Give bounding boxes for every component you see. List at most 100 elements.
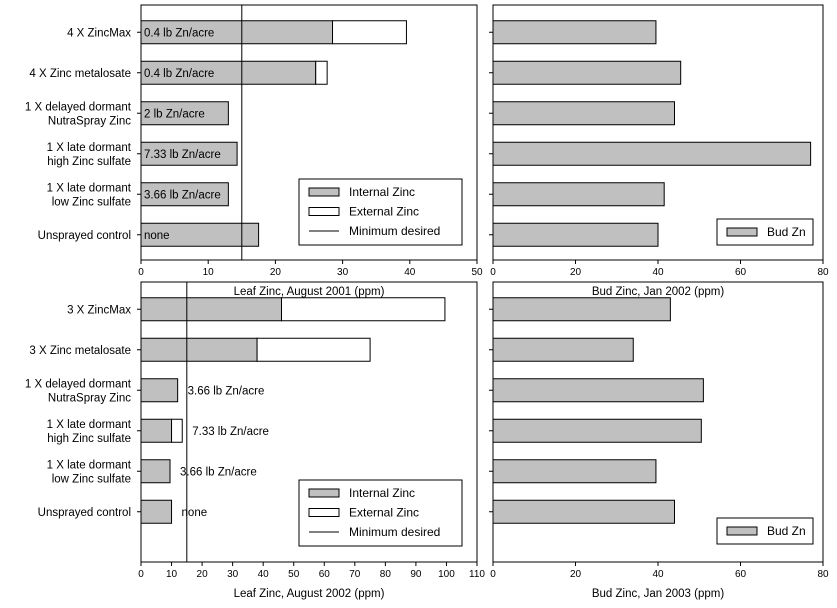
bar-internal-zinc: [140, 141, 238, 166]
x-tick-label: 20: [570, 267, 582, 278]
x-tick-label: 20: [570, 569, 582, 580]
x-tick-label: 10: [166, 569, 178, 580]
bar-bud-zn: [492, 101, 675, 126]
x-tick-label: 10: [203, 267, 215, 278]
x-tick-label: 50: [288, 569, 300, 580]
bar-external-zinc: [332, 20, 407, 45]
bar-bud-zn: [492, 337, 634, 362]
x-axis-label: Leaf Zinc, August 2001 (ppm): [234, 286, 385, 298]
x-tick-label: 100: [438, 569, 455, 580]
x-tick-label: 0: [490, 267, 496, 278]
bar-internal-zinc: [140, 222, 260, 247]
legend-label: Minimum desired: [349, 525, 440, 539]
category-label: Unsprayed control: [38, 230, 131, 242]
x-tick-label: 80: [817, 569, 829, 580]
legend-label: External Zinc: [349, 506, 419, 520]
bar-label: 3.66 lb Zn/acre: [144, 189, 221, 201]
category-label: 3 X ZincMax: [67, 304, 131, 316]
x-tick-label: 30: [227, 569, 239, 580]
bar-label: none: [144, 230, 170, 242]
legend-swatch: [308, 488, 340, 498]
bar-internal-zinc: [140, 337, 258, 362]
category-label: 1 X delayed dormant NutraSpray Zinc: [25, 378, 132, 404]
x-axis-label: Bud Zinc, Jan 2003 (ppm): [592, 588, 724, 600]
x-tick-label: 40: [652, 267, 664, 278]
bar-label: 7.33 lb Zn/acre: [144, 149, 221, 161]
bar-internal-zinc: [140, 182, 229, 207]
category-label: Unsprayed control: [38, 507, 131, 519]
chart-panel-1: 0 10 20 30 40 50 Leaf Zinc, August 2001 (ppm) 4…: [25, 4, 483, 298]
bar-label: 3.66 lb Zn/acre: [188, 385, 265, 397]
category-label: 4 X Zinc metalosate: [29, 68, 131, 80]
x-tick-label: 70: [349, 569, 361, 580]
bar-internal-zinc: [140, 418, 173, 443]
legend-swatch: [308, 187, 340, 197]
x-tick-label: 20: [197, 569, 209, 580]
x-tick-label: 50: [471, 267, 483, 278]
category-label: 3 X Zinc metalosate: [29, 345, 131, 357]
x-tick-label: 30: [337, 267, 349, 278]
x-tick-label: 110: [469, 569, 485, 580]
legend: Bud Zn: [716, 218, 814, 246]
legend-swatch: [308, 508, 340, 517]
bar-internal-zinc: [140, 297, 283, 322]
x-tick-label: 80: [817, 267, 829, 278]
plot-frame: [140, 4, 478, 261]
bar-bud-zn: [492, 459, 657, 484]
bar-external-zinc: [281, 297, 446, 322]
bar-label: none: [182, 507, 208, 519]
legend-swatch: [726, 227, 758, 237]
legend-swatch: [308, 207, 340, 216]
legend-label: Bud Zn: [767, 524, 806, 538]
bar-internal-zinc: [140, 378, 179, 403]
legend: Internal Zinc External Zinc Minimum desire…: [298, 178, 463, 246]
bar-bud-zn: [492, 499, 675, 524]
legend-label: Minimum desired: [349, 224, 440, 238]
bar-bud-zn: [492, 418, 702, 443]
bar-internal-zinc: [140, 459, 171, 484]
x-axis-label: Leaf Zinc, August 2002 (ppm): [234, 588, 385, 600]
bar-bud-zn: [492, 378, 704, 403]
x-tick-label: 40: [404, 267, 416, 278]
chart-panel-2: 0 20 40 60 80 Bud Zinc, Jan 2002 (ppm) Bud Zn: [489, 4, 829, 298]
bar-bud-zn: [492, 20, 657, 45]
chart-panel-3: 0 10 20 30 40 50 60 70 80 90 100 110 Leaf Zinc, Augu…: [25, 281, 485, 600]
bar-bud-zn: [492, 222, 659, 247]
bar-label: 3.66 lb Zn/acre: [180, 466, 257, 478]
category-label: 1 X late dormant low Zinc sulfate: [47, 459, 132, 485]
bar-bud-zn: [492, 60, 682, 85]
bar-label: 7.33 lb Zn/acre: [192, 426, 269, 438]
legend-label: Internal Zinc: [349, 486, 415, 500]
legend: Internal Zinc External Zinc Minimum desire…: [298, 479, 463, 547]
category-label: 4 X ZincMax: [67, 27, 131, 39]
x-tick-label: 20: [270, 267, 282, 278]
chart-panel-4: 0 20 40 60 80 Bud Zinc, Jan 2003 (ppm) Bud Zn: [489, 281, 829, 600]
bar-label: 0.4 lb Zn/acre: [144, 68, 214, 80]
x-tick-label: 60: [735, 569, 747, 580]
bar-external-zinc: [171, 418, 183, 443]
category-label: 1 X late dormant high Zinc sulfate: [47, 142, 132, 168]
bar-bud-zn: [492, 182, 665, 207]
legend-label: Internal Zinc: [349, 185, 415, 199]
x-tick-label: 60: [319, 569, 331, 580]
bar-external-zinc: [256, 337, 371, 362]
x-tick-label: 0: [138, 267, 144, 278]
x-tick-label: 40: [258, 569, 270, 580]
legend: Bud Zn: [716, 517, 814, 545]
legend-swatch: [726, 526, 758, 536]
x-axis-label: Bud Zinc, Jan 2002 (ppm): [592, 286, 724, 298]
bar-bud-zn: [492, 297, 671, 322]
category-label: 1 X late dormant high Zinc sulfate: [47, 419, 132, 445]
x-tick-label: 60: [735, 267, 747, 278]
category-label: 1 X delayed dormant NutraSpray Zinc: [25, 101, 132, 127]
bar-external-zinc: [315, 60, 328, 85]
x-tick-label: 80: [380, 569, 392, 580]
x-tick-label: 40: [652, 569, 664, 580]
category-label: 1 X late dormant low Zinc sulfate: [47, 182, 132, 208]
bar-label: 2 lb Zn/acre: [144, 108, 205, 120]
bar-internal-zinc: [140, 101, 229, 126]
x-tick-label: 0: [138, 569, 144, 580]
x-tick-label: 90: [410, 569, 422, 580]
legend-label: External Zinc: [349, 205, 419, 219]
